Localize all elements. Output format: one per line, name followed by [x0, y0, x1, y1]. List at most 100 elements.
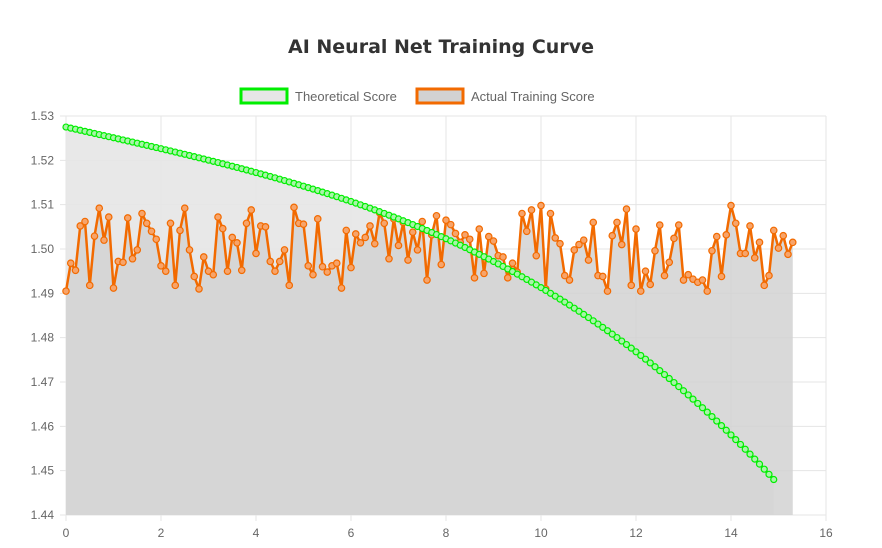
actual-training-score-point	[779, 231, 788, 240]
theoretical-score-point	[760, 465, 768, 473]
actual-training-score-point	[484, 232, 493, 241]
y-tick-label: 1.52	[31, 153, 55, 167]
actual-training-score-point	[138, 209, 146, 218]
theoretical-score-point	[741, 445, 749, 453]
theoretical-score-point	[684, 391, 692, 399]
actual-training-score-point	[546, 209, 555, 218]
actual-training-score-point	[717, 272, 726, 281]
theoretical-score-point	[594, 320, 602, 328]
actual-training-score-point	[62, 287, 70, 295]
actual-training-score-point	[119, 258, 127, 267]
actual-training-score-point	[589, 218, 598, 227]
x-tick-label: 8	[443, 526, 450, 540]
actual-training-score-point	[708, 246, 716, 255]
actual-training-score-point	[309, 270, 317, 279]
actual-training-score-point	[565, 276, 574, 284]
theoretical-score-point	[651, 363, 659, 371]
theoretical-score-point	[603, 327, 612, 335]
theoretical-score-point	[618, 337, 626, 345]
actual-training-score-point	[370, 239, 379, 248]
actual-training-score-point	[304, 262, 313, 270]
x-tick-label: 4	[253, 526, 260, 540]
actual-training-score-point	[228, 233, 237, 242]
actual-training-score-point	[741, 249, 750, 258]
actual-training-score-point	[176, 226, 184, 235]
theoretical-score-point	[670, 378, 678, 387]
actual-training-score-point	[532, 251, 541, 260]
actual-training-score-point	[503, 274, 512, 282]
actual-training-score-point	[342, 226, 351, 235]
theoretical-score-point	[580, 310, 588, 318]
actual-training-score-point	[104, 213, 113, 221]
theoretical-score-point	[765, 470, 773, 478]
actual-training-score-point	[356, 238, 365, 247]
actual-training-score-point	[161, 267, 170, 275]
actual-training-score-point	[665, 258, 674, 267]
legend-label-actual-training-score[interactable]: Actual Training Score	[471, 89, 595, 104]
actual-training-score-point	[746, 222, 754, 230]
legend-swatch-theoretical-score[interactable]	[239, 87, 289, 105]
theoretical-score-point	[727, 431, 735, 439]
actual-training-score-point	[608, 231, 617, 240]
x-tick-label: 14	[724, 526, 738, 540]
actual-training-score-point	[660, 271, 669, 280]
actual-training-score-point	[461, 231, 469, 239]
actual-training-score-point	[622, 205, 631, 213]
actual-training-score-point	[655, 221, 664, 229]
actual-training-score-point	[171, 281, 180, 290]
actual-training-score-point	[366, 222, 374, 230]
actual-training-score-point	[575, 240, 583, 249]
actual-training-score-point	[641, 267, 650, 275]
actual-training-score-point	[199, 253, 208, 261]
actual-training-score-point	[385, 254, 393, 263]
actual-training-score-point	[670, 234, 678, 243]
series-lines	[62, 123, 797, 484]
actual-training-score-point	[584, 256, 593, 264]
legend-swatch-actual-training-score[interactable]	[415, 87, 465, 105]
x-tick-label: 6	[348, 526, 355, 540]
actual-training-score-point	[252, 249, 260, 258]
actual-training-score-point	[755, 238, 764, 247]
actual-training-score-point	[128, 254, 137, 263]
actual-training-score-point	[651, 246, 659, 255]
theoretical-score-point	[637, 351, 645, 360]
y-tick-label: 1.47	[31, 375, 55, 389]
actual-training-score-point	[318, 262, 327, 271]
actual-training-score-point	[85, 281, 94, 290]
actual-training-score-point	[537, 201, 545, 210]
theoretical-score-point	[665, 374, 673, 383]
actual-training-score-point	[90, 232, 99, 240]
actual-training-score-point	[233, 238, 241, 247]
actual-training-score-point	[313, 215, 322, 223]
actual-training-score-point	[712, 232, 721, 241]
theoretical-score-point	[679, 387, 688, 395]
actual-training-score-point	[475, 225, 484, 233]
theoretical-score-point	[646, 359, 654, 367]
legend-label-theoretical-score[interactable]: Theoretical Score	[295, 89, 397, 104]
actual-training-score-point	[508, 259, 517, 267]
actual-training-score-point	[190, 272, 199, 281]
theoretical-score-point	[698, 404, 707, 412]
actual-training-score-point	[731, 219, 740, 228]
theoretical-score-point	[732, 436, 740, 444]
theoretical-score-point	[703, 408, 711, 416]
actual-training-score-point	[551, 234, 560, 242]
y-tick-label: 1.53	[31, 109, 55, 123]
actual-training-score-point	[133, 246, 142, 254]
theoretical-score-point	[722, 426, 730, 434]
y-tick-label: 1.44	[31, 508, 55, 522]
actual-training-score-point	[674, 221, 683, 229]
actual-training-score-point	[451, 229, 460, 238]
theoretical-score-point	[599, 323, 607, 331]
actual-training-score-point	[632, 225, 640, 233]
theoretical-score-point	[584, 313, 593, 322]
y-tick-label: 1.49	[31, 286, 55, 300]
legend: Theoretical Score Actual Training Score	[239, 87, 595, 105]
y-tick-label: 1.48	[31, 331, 55, 345]
actual-training-score-point	[703, 287, 712, 295]
actual-training-score-point	[332, 259, 341, 267]
actual-training-score-point	[152, 235, 161, 244]
actual-training-score-point	[404, 256, 412, 264]
actual-training-score-point	[765, 271, 773, 280]
